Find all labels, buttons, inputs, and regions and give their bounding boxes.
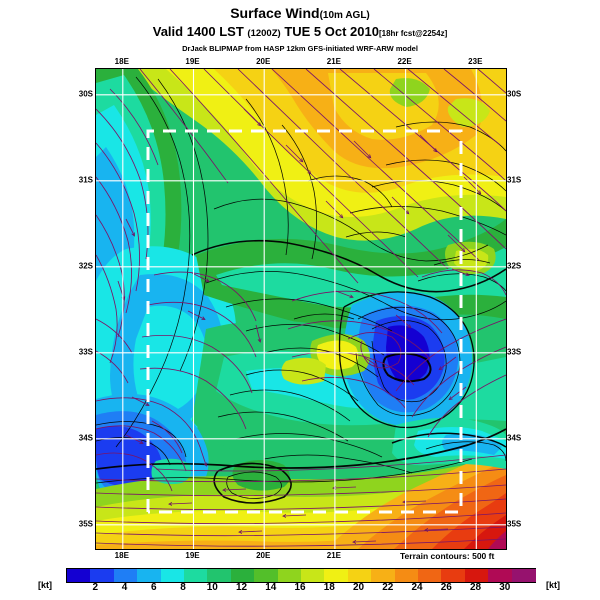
- lat-label-left-4: 34S: [78, 433, 93, 443]
- colorbar-tick-label: 10: [206, 582, 218, 593]
- colorbar-segment: [347, 569, 372, 582]
- lon-label-bottom-3: 21E: [326, 551, 342, 560]
- colorbar-segment: [371, 569, 396, 582]
- colorbar-segment: [137, 569, 162, 582]
- colorbar-segment: [441, 569, 466, 582]
- colorbar-tick-label: 14: [265, 582, 277, 593]
- subregion-dashed-box: [146, 129, 463, 514]
- lon-label-bottom-1: 19E: [185, 551, 200, 560]
- chart-source-line: DrJack BLIPMAP from HASP 12km GFS-initia…: [182, 44, 418, 53]
- lon-label-top-2: 20E: [256, 57, 271, 66]
- terrain-contour-note: Terrain contours: 500 ft: [400, 551, 495, 561]
- colorbar-segment: [160, 569, 185, 582]
- lat-label-right-4: 34S: [507, 433, 522, 443]
- lon-label-top-3: 21E: [326, 57, 342, 66]
- lon-label-top-4: 22E: [397, 57, 412, 66]
- colorbar-tick-label: 24: [411, 582, 423, 593]
- colorbar-gradient: [66, 568, 536, 583]
- lon-label-top-5: 23E: [468, 57, 483, 66]
- chart-valid-line: Valid 1400 LST (1200Z) TUE 5 Oct 2010[18…: [0, 24, 600, 41]
- map-canvas: [96, 69, 506, 549]
- lat-label-right-1: 31S: [507, 175, 522, 185]
- colorbar-segment: [301, 569, 325, 582]
- chart-title-main: Surface Wind: [230, 5, 320, 21]
- colorbar-segment: [511, 569, 536, 582]
- valid-date-label: TUE 5 Oct 2010: [284, 24, 379, 39]
- colorbar-segment: [464, 569, 489, 582]
- lat-label-left-0: 30S: [78, 89, 93, 99]
- colorbar-segment: [254, 569, 279, 582]
- valid-utc-label: (1200Z): [247, 28, 281, 39]
- colorbar-tick-label: 16: [294, 582, 306, 593]
- colorbar-tick-label: 22: [382, 582, 394, 593]
- forecast-hour-label: [18hr fcst@2254z]: [378, 29, 448, 38]
- colorbar-tick-label: 30: [499, 582, 511, 593]
- colorbar-tick-label: 18: [323, 582, 335, 593]
- lat-label-right-2: 32S: [507, 261, 522, 271]
- title-block: Surface Wind(10m AGL) Valid 1400 LST (12…: [0, 6, 600, 54]
- colorbar-segment: [67, 569, 91, 582]
- colorbar-tick-label: 6: [150, 582, 157, 593]
- colorbar-segment: [324, 569, 349, 582]
- colorbar-segment: [207, 569, 232, 582]
- colorbar-unit-right: [kt]: [546, 580, 560, 590]
- colorbar-segment: [418, 569, 442, 582]
- lat-label-right-3: 33S: [507, 347, 522, 357]
- colorbar-tick-label: 26: [440, 582, 452, 593]
- colorbar-tick-label: 4: [121, 582, 128, 593]
- lon-label-top-0: 18E: [114, 57, 129, 66]
- colorbar-tick-label: 12: [235, 582, 248, 593]
- colorbar-segment: [90, 569, 115, 582]
- lat-label-right-5: 35S: [507, 519, 522, 529]
- lat-label-left-2: 32S: [78, 261, 93, 271]
- colorbar-segment: [394, 569, 419, 582]
- lat-label-right-0: 30S: [507, 89, 522, 99]
- colorbar-segment: [184, 569, 208, 582]
- colorbar-tick-label: 28: [469, 582, 482, 593]
- lon-label-bottom-2: 20E: [256, 551, 271, 560]
- colorbar-segment: [488, 569, 513, 582]
- chart-title-sub: (10m AGL): [319, 10, 370, 21]
- colorbar-segment: [230, 569, 255, 582]
- colorbar-tick-label: 2: [92, 582, 99, 593]
- colorbar-segment: [113, 569, 138, 582]
- wind-streamlines: [96, 69, 506, 547]
- lon-label-bottom-0: 18E: [114, 551, 129, 560]
- valid-time-label: Valid 1400 LST: [152, 24, 244, 39]
- map-gridlines: [96, 69, 506, 549]
- lat-label-left-5: 35S: [78, 519, 93, 529]
- colorbar-tick-label: 8: [180, 582, 186, 593]
- colorbar-unit-left: [kt]: [38, 580, 52, 590]
- colorbar-legend: [kt] [kt] 2 4 6 8 10 12 14 16 18 20 22 24 26 28 30: [0, 566, 600, 598]
- lat-label-left-1: 31S: [78, 175, 93, 185]
- lon-label-top-1: 19E: [185, 57, 200, 66]
- chart-title: Surface Wind(10m AGL): [0, 6, 600, 23]
- map-plot-area[interactable]: [95, 68, 507, 550]
- colorbar-segment: [277, 569, 302, 582]
- lat-label-left-3: 33S: [78, 347, 93, 357]
- colorbar-tick-label: 20: [352, 582, 365, 593]
